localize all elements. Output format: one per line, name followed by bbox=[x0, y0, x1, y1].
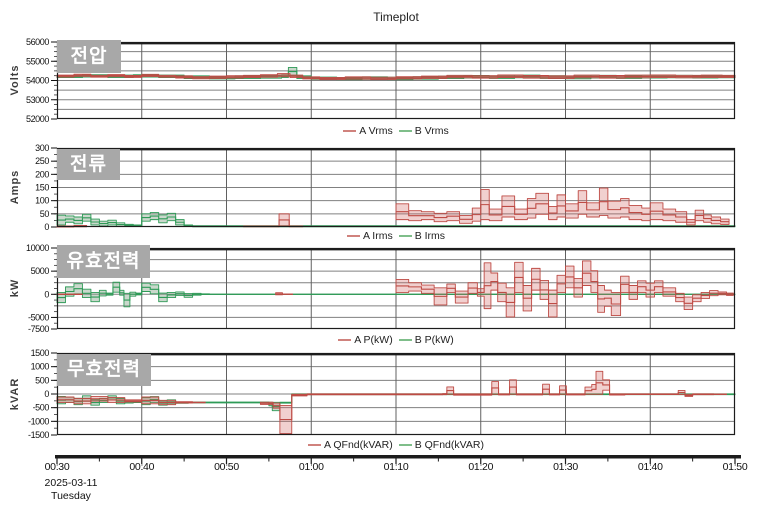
svg-text:-7500: -7500 bbox=[28, 324, 49, 334]
x-axis-day: Tuesday bbox=[51, 490, 91, 502]
x-axis bbox=[0, 455, 760, 469]
legend-label-b-p: B P(kW) bbox=[414, 333, 454, 346]
x-tick-label: 00:50 bbox=[214, 461, 239, 473]
legend-label-b-qfnd: B QFnd(kVAR) bbox=[414, 438, 484, 451]
x-tick-label: 01:20 bbox=[468, 461, 494, 473]
legend-dash-b-icon bbox=[398, 234, 412, 237]
x-tick-label: 01:30 bbox=[553, 461, 578, 473]
x-tick-label: 01:00 bbox=[298, 461, 324, 473]
svg-text:0: 0 bbox=[44, 222, 49, 232]
svg-text:10000: 10000 bbox=[26, 243, 49, 253]
active-power-chart: 10000 5000 0 -5000 -7500 bbox=[0, 243, 760, 334]
svg-text:0: 0 bbox=[44, 389, 49, 399]
svg-text:-1000: -1000 bbox=[28, 416, 49, 426]
legend-dash-b-icon bbox=[398, 338, 412, 341]
reactive-power-chart: 1500 1000 500 0 -500 -1000 -1500 bbox=[0, 348, 760, 440]
svg-text:52000: 52000 bbox=[26, 114, 49, 124]
svg-text:500: 500 bbox=[35, 375, 49, 385]
legend-dash-b-icon bbox=[398, 129, 412, 132]
legend-dash-a-icon bbox=[308, 443, 322, 446]
x-tick-label: 01:10 bbox=[383, 461, 409, 473]
svg-text:0: 0 bbox=[44, 289, 49, 299]
reactive-power-overlay-label: 무효전력 bbox=[57, 354, 151, 386]
x-tick-label: 01:50 bbox=[722, 461, 748, 473]
legend-dash-a-icon bbox=[346, 234, 360, 237]
svg-text:55000: 55000 bbox=[26, 56, 49, 66]
x-tick-label: 00:40 bbox=[129, 461, 155, 473]
active-power-overlay-label: 유효전력 bbox=[57, 245, 150, 278]
legend-label-a-irms: A Irms bbox=[362, 229, 393, 242]
svg-text:50: 50 bbox=[40, 209, 50, 219]
x-axis-labels: 00:30 00:40 00:50 01:00 01:10 01:20 01:30 01:40… bbox=[0, 461, 760, 474]
active-power-legend: A P(kW) B P(kW) bbox=[57, 333, 735, 346]
legend-dash-a-icon bbox=[343, 129, 357, 132]
x-tick-label: 00:30 bbox=[44, 461, 70, 473]
current-overlay-label: 전류 bbox=[57, 149, 120, 180]
current-chart: 300 250 200 150 100 50 0 bbox=[0, 143, 760, 232]
svg-text:1500: 1500 bbox=[31, 348, 50, 358]
voltage-overlay-label: 전압 bbox=[57, 40, 121, 73]
svg-text:56000: 56000 bbox=[26, 37, 49, 47]
svg-text:300: 300 bbox=[35, 143, 49, 153]
legend-label-b-vrms: B Vrms bbox=[414, 124, 449, 137]
voltage-legend: A Vrms B Vrms bbox=[57, 124, 735, 137]
x-tick-label: 01:40 bbox=[637, 461, 663, 473]
voltage-chart: 56000 55000 54000 53000 52000 bbox=[0, 37, 760, 124]
legend-label-a-p: A P(kW) bbox=[354, 333, 393, 346]
svg-text:150: 150 bbox=[35, 183, 49, 193]
svg-text:-5000: -5000 bbox=[28, 312, 49, 322]
svg-text:-1500: -1500 bbox=[28, 430, 49, 440]
svg-text:5000: 5000 bbox=[31, 266, 50, 276]
current-legend: A Irms B Irms bbox=[57, 229, 735, 242]
svg-text:100: 100 bbox=[35, 196, 49, 206]
svg-text:53000: 53000 bbox=[26, 95, 49, 105]
svg-text:200: 200 bbox=[35, 169, 49, 179]
svg-text:1000: 1000 bbox=[31, 362, 50, 372]
svg-text:54000: 54000 bbox=[26, 76, 49, 86]
svg-text:250: 250 bbox=[35, 156, 49, 166]
legend-label-a-qfnd: A QFnd(kVAR) bbox=[324, 438, 393, 451]
reactive-power-legend: A QFnd(kVAR) B QFnd(kVAR) bbox=[57, 438, 735, 451]
legend-dash-a-icon bbox=[338, 338, 352, 341]
x-axis-date: 2025-03-11 bbox=[44, 477, 98, 489]
page-title: Timeplot bbox=[373, 10, 419, 24]
legend-label-b-irms: B Irms bbox=[414, 229, 446, 242]
legend-dash-b-icon bbox=[398, 443, 412, 446]
svg-text:-500: -500 bbox=[33, 403, 50, 413]
legend-label-a-vrms: A Vrms bbox=[359, 124, 393, 137]
